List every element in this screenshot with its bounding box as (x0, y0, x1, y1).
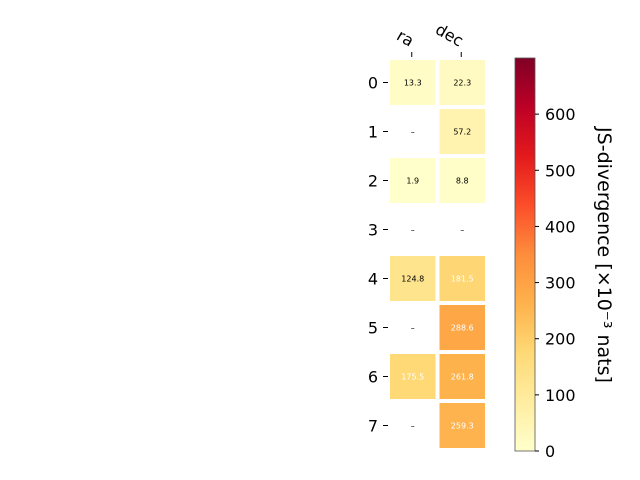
cell-value-label: 261.8 (451, 373, 474, 382)
colorbar-tick-label: 400 (545, 217, 576, 236)
cell-value-label: 288.6 (451, 324, 474, 333)
cell-value-label: 175.5 (401, 373, 424, 382)
heatmap-cell (439, 158, 485, 203)
heatmap-cell (439, 60, 485, 105)
cell-value-label: 181.5 (451, 275, 474, 284)
heatmap-cell (439, 354, 485, 399)
cell-value-label: – (411, 422, 415, 431)
colorbar-tick-label: 0 (545, 442, 555, 461)
colorbar-label: JS-divergence [×10⁻³ nats] (593, 126, 615, 383)
cell-value-label: 8.8 (456, 177, 469, 186)
heatmap-cell (439, 305, 485, 350)
cell-value-label: 259.3 (451, 422, 474, 431)
column-label: dec (432, 20, 466, 51)
heatmap-cell (390, 256, 436, 301)
cell-value-label: 13.3 (404, 79, 422, 88)
row-label: 3 (368, 221, 378, 240)
cell-value-label: – (411, 226, 415, 235)
row-label: 0 (368, 74, 378, 93)
heatmap-cell (439, 256, 485, 301)
colorbar-tick-label: 300 (545, 274, 576, 293)
colorbar-tick-label: 100 (545, 386, 576, 405)
colorbar-tick-label: 200 (545, 330, 576, 349)
heatmap-cell (439, 403, 485, 448)
colorbar-gradient (514, 57, 536, 452)
row-label: 4 (368, 270, 378, 289)
heatmap-cell (390, 60, 436, 105)
heatmap-grid: ra dec 0 1 2 3 4 5 6 7 13.3 22.3 – 57.2 1.9 8.8 – – 124.8 1… (368, 20, 485, 448)
colorbar: 0 100 200 300 400 500 600 JS-divergence [×10⁻³ … (514, 57, 615, 461)
cell-value-label: – (460, 226, 464, 235)
cell-value-label: 22.3 (453, 79, 471, 88)
heatmap-cell (439, 109, 485, 154)
heatmap-cell (390, 158, 436, 203)
cell-value-label: – (411, 128, 415, 137)
cell-value-label: 124.8 (401, 275, 424, 284)
row-label: 7 (368, 417, 378, 436)
cell-value-label: 1.9 (406, 177, 419, 186)
colorbar-tick-label: 500 (545, 161, 576, 180)
colorbar-tick-label: 600 (545, 105, 576, 124)
row-label: 6 (368, 368, 378, 387)
cell-value-label: 57.2 (453, 128, 471, 137)
row-label: 2 (368, 172, 378, 191)
cell-value-label: – (411, 324, 415, 333)
row-label: 1 (368, 123, 378, 142)
row-label: 5 (368, 319, 378, 338)
heatmap-cell (390, 354, 436, 399)
column-label: ra (394, 26, 418, 51)
